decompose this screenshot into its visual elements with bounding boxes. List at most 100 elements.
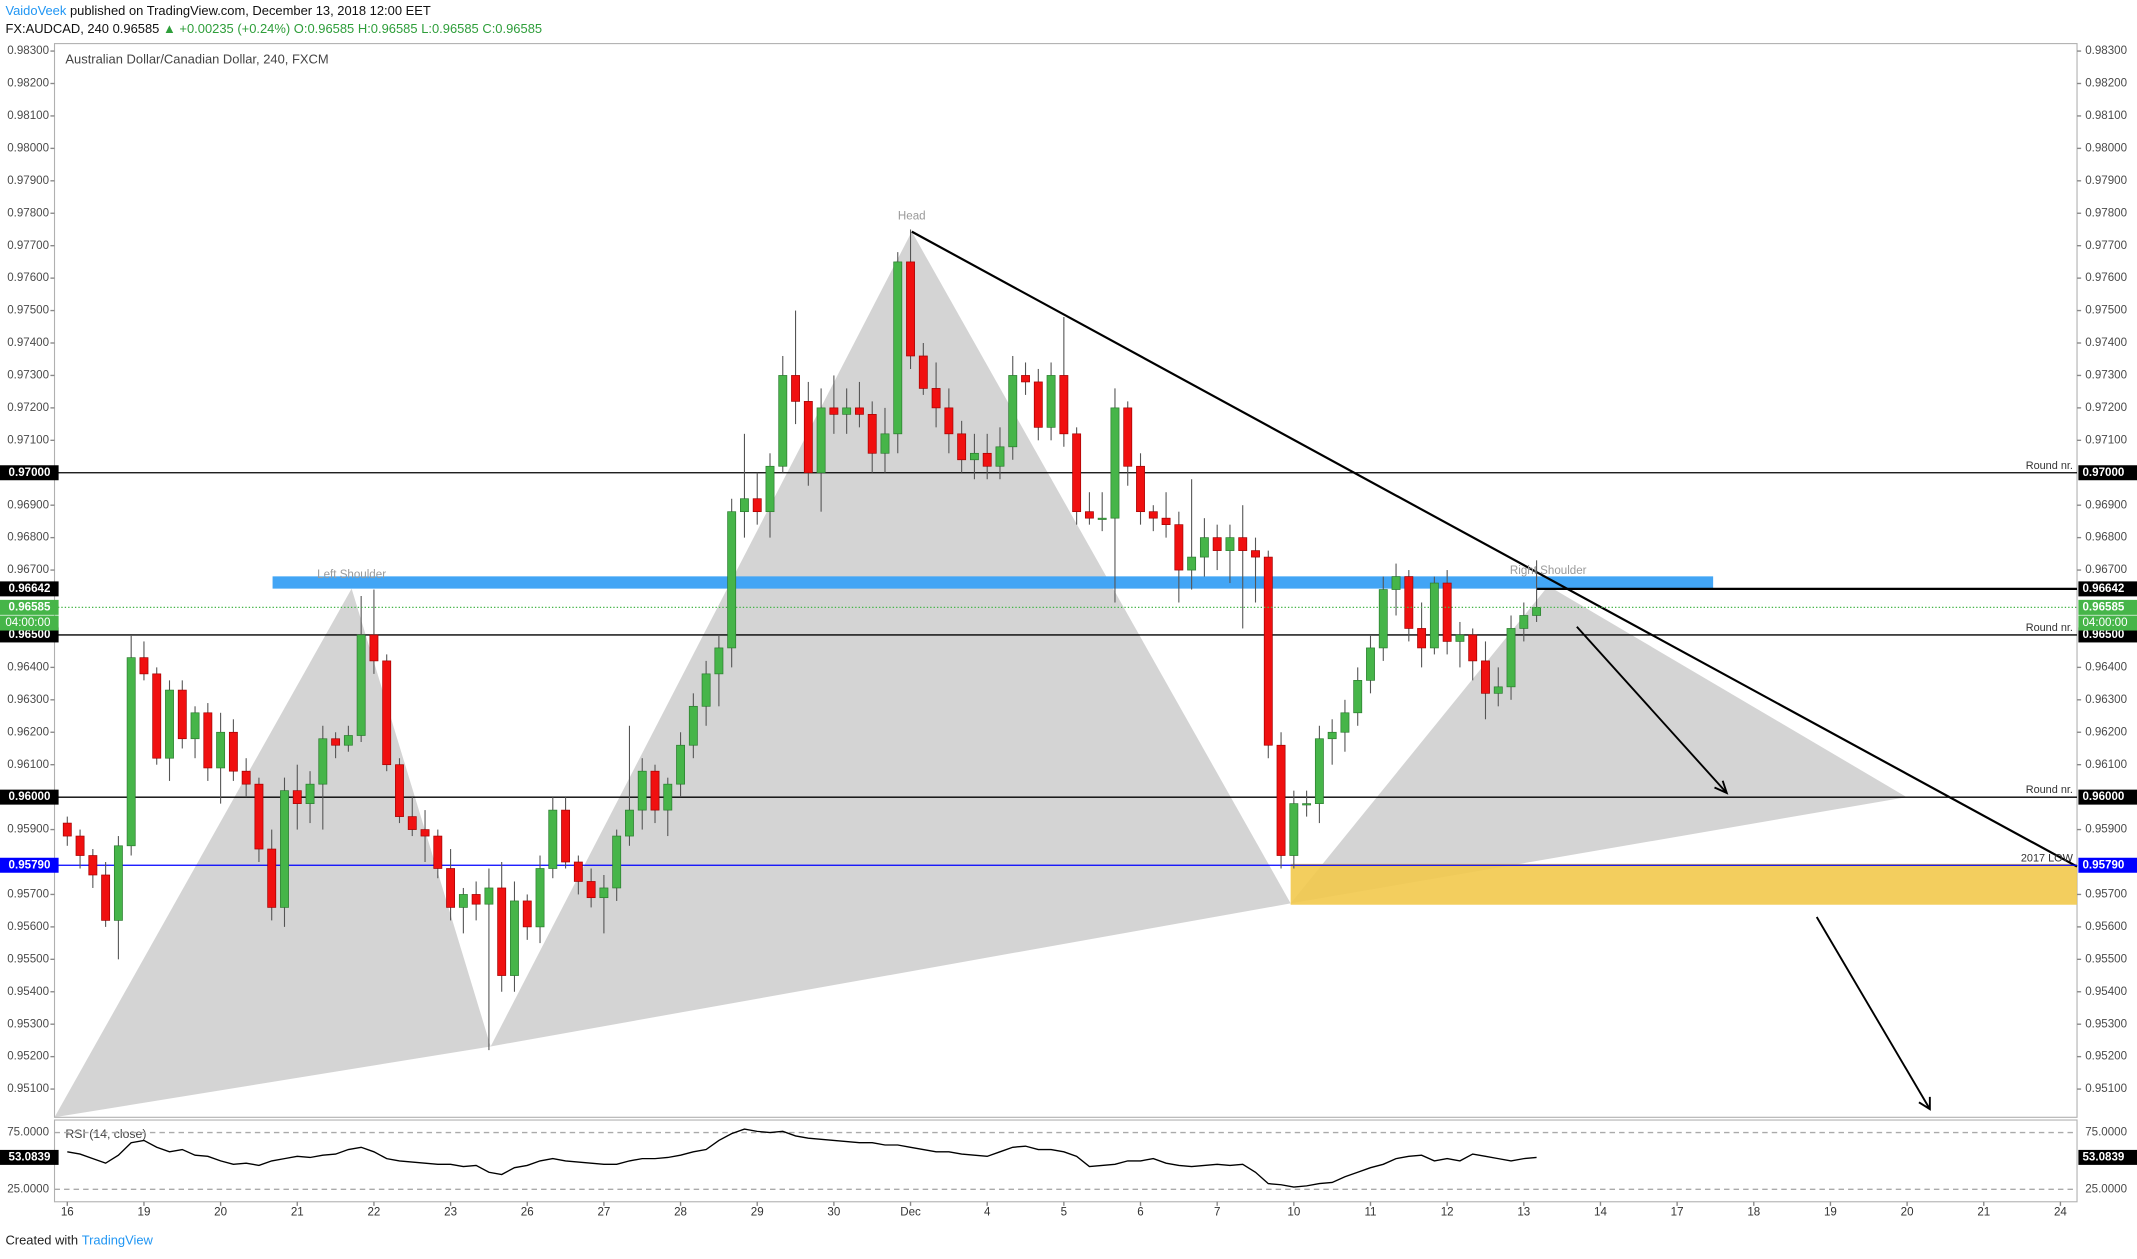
y-tick-label: 0.98100 [7,110,49,122]
y-tick-label: 0.98000 [7,142,49,154]
y-tick-label: 0.97500 [2085,305,2127,317]
candle-body [1455,634,1465,642]
x-tick-label: 19 [1824,1207,1837,1219]
arrow-head [1714,780,1729,795]
candle-body [126,657,136,847]
y-tick-label: 0.96700 [2085,564,2127,576]
x-tick-label: 6 [1137,1207,1143,1219]
candle-body [484,887,494,905]
y-tick-label: 0.98100 [2085,110,2127,122]
candle-body [969,452,979,461]
y-tick-label: 0.95200 [7,1051,49,1063]
candle-body [1519,615,1529,629]
y-tick-label: 0.95200 [2085,1051,2127,1063]
candle-body [1212,537,1222,551]
candle-body [369,634,379,662]
candle-body [1314,738,1324,804]
x-tick-label: 27 [597,1207,610,1219]
x-tick-label: 19 [138,1207,151,1219]
author[interactable]: VaidoVeek [5,4,66,19]
y-tick-label: 0.97300 [2085,370,2127,382]
ohlc-l: L:0.96585 [421,21,479,36]
price-tag [0,581,59,597]
header-line: VaidoVeek published on TradingView.com, … [5,4,430,19]
rsi-tag-label: 53.0839 [2082,1151,2124,1163]
price-tag [0,599,59,615]
rsi-tick-label: 75.0000 [2085,1127,2127,1139]
candle-body [982,452,992,467]
candle-body [113,845,123,921]
price-tag [2078,857,2137,873]
y-tick-label: 0.95600 [7,921,49,933]
x-tick-label: 21 [291,1207,304,1219]
candle-body [663,783,673,811]
price-tag-label: 0.96642 [2082,583,2124,595]
candle-body [1442,582,1452,642]
candle-body [1378,589,1388,649]
candle-body [497,887,507,976]
y-tick-label: 0.97700 [2085,240,2127,252]
ohlc-h: H:0.96585 [358,21,418,36]
candle-body [727,511,737,649]
change: ▲ +0.00235 (+0.24%) [163,21,290,36]
y-tick-label: 0.95700 [7,889,49,901]
level-note: 2017 LOW [2021,852,2074,864]
rsi-tag [2078,1149,2137,1165]
symbol-line: FX:AUDCAD, 240 0.96585 ▲ +0.00235 (+0.24… [5,21,542,36]
candle-body [458,894,468,908]
candle-body [356,634,366,736]
candle-body [1481,660,1490,694]
candle-body [995,446,1005,467]
brand[interactable]: TradingView [82,1233,154,1248]
candle-body [1532,607,1542,616]
y-tick-label: 0.96400 [2085,661,2127,673]
candle-body [407,816,417,830]
y-tick-label: 0.96200 [2085,726,2127,738]
y-tick-label: 0.97800 [7,207,49,219]
y-tick-label: 0.97400 [7,337,49,349]
y-tick-label: 0.97400 [2085,337,2127,349]
candle-body [1110,407,1120,519]
candle-body [75,835,85,856]
rsi-tick-label: 25.0000 [7,1183,49,1195]
rsi-line [67,1128,1537,1188]
y-tick-label: 0.96700 [7,564,49,576]
y-tick-label: 0.95400 [2085,986,2127,998]
candle-body [1263,556,1273,746]
y-tick-label: 0.97200 [7,402,49,414]
candle-body [1097,517,1107,520]
price-tag-label: 0.96500 [9,629,51,641]
y-tick-label: 0.96800 [7,532,49,544]
x-tick-label: Dec [900,1207,921,1219]
rsi-title: RSI (14, close) [65,1127,146,1141]
x-tick-label: 20 [1901,1207,1914,1219]
price-tag-label: 0.96585 [2082,601,2124,613]
ohlc-c: C:0.96585 [482,21,542,36]
pattern-triangle [490,231,1291,1047]
symbol: FX:AUDCAD, 240 [5,21,109,36]
y-tick-label: 0.97500 [7,305,49,317]
candle-body [1174,524,1184,571]
candle-body [254,783,264,850]
candle-body [816,407,826,474]
candle-body [267,848,277,908]
y-tick-label: 0.97200 [2085,402,2127,414]
price-tag [0,857,59,873]
candle-body [228,731,238,772]
candle-body [650,770,660,811]
price-tag [0,627,59,643]
x-tick-label: 22 [367,1207,380,1219]
y-tick-label: 0.97900 [2085,175,2127,187]
target-zone [1290,863,2078,905]
price-tag-label: 0.95790 [9,859,51,871]
candle-body [318,738,328,785]
candle-body [535,868,545,928]
x-tick-label: 20 [214,1207,227,1219]
candle-body [586,881,596,899]
arrow-head [1918,1096,1931,1111]
price-tag-label: 0.97000 [2082,467,2124,479]
x-tick-label: 21 [1977,1207,1990,1219]
x-tick-label: 29 [751,1207,764,1219]
